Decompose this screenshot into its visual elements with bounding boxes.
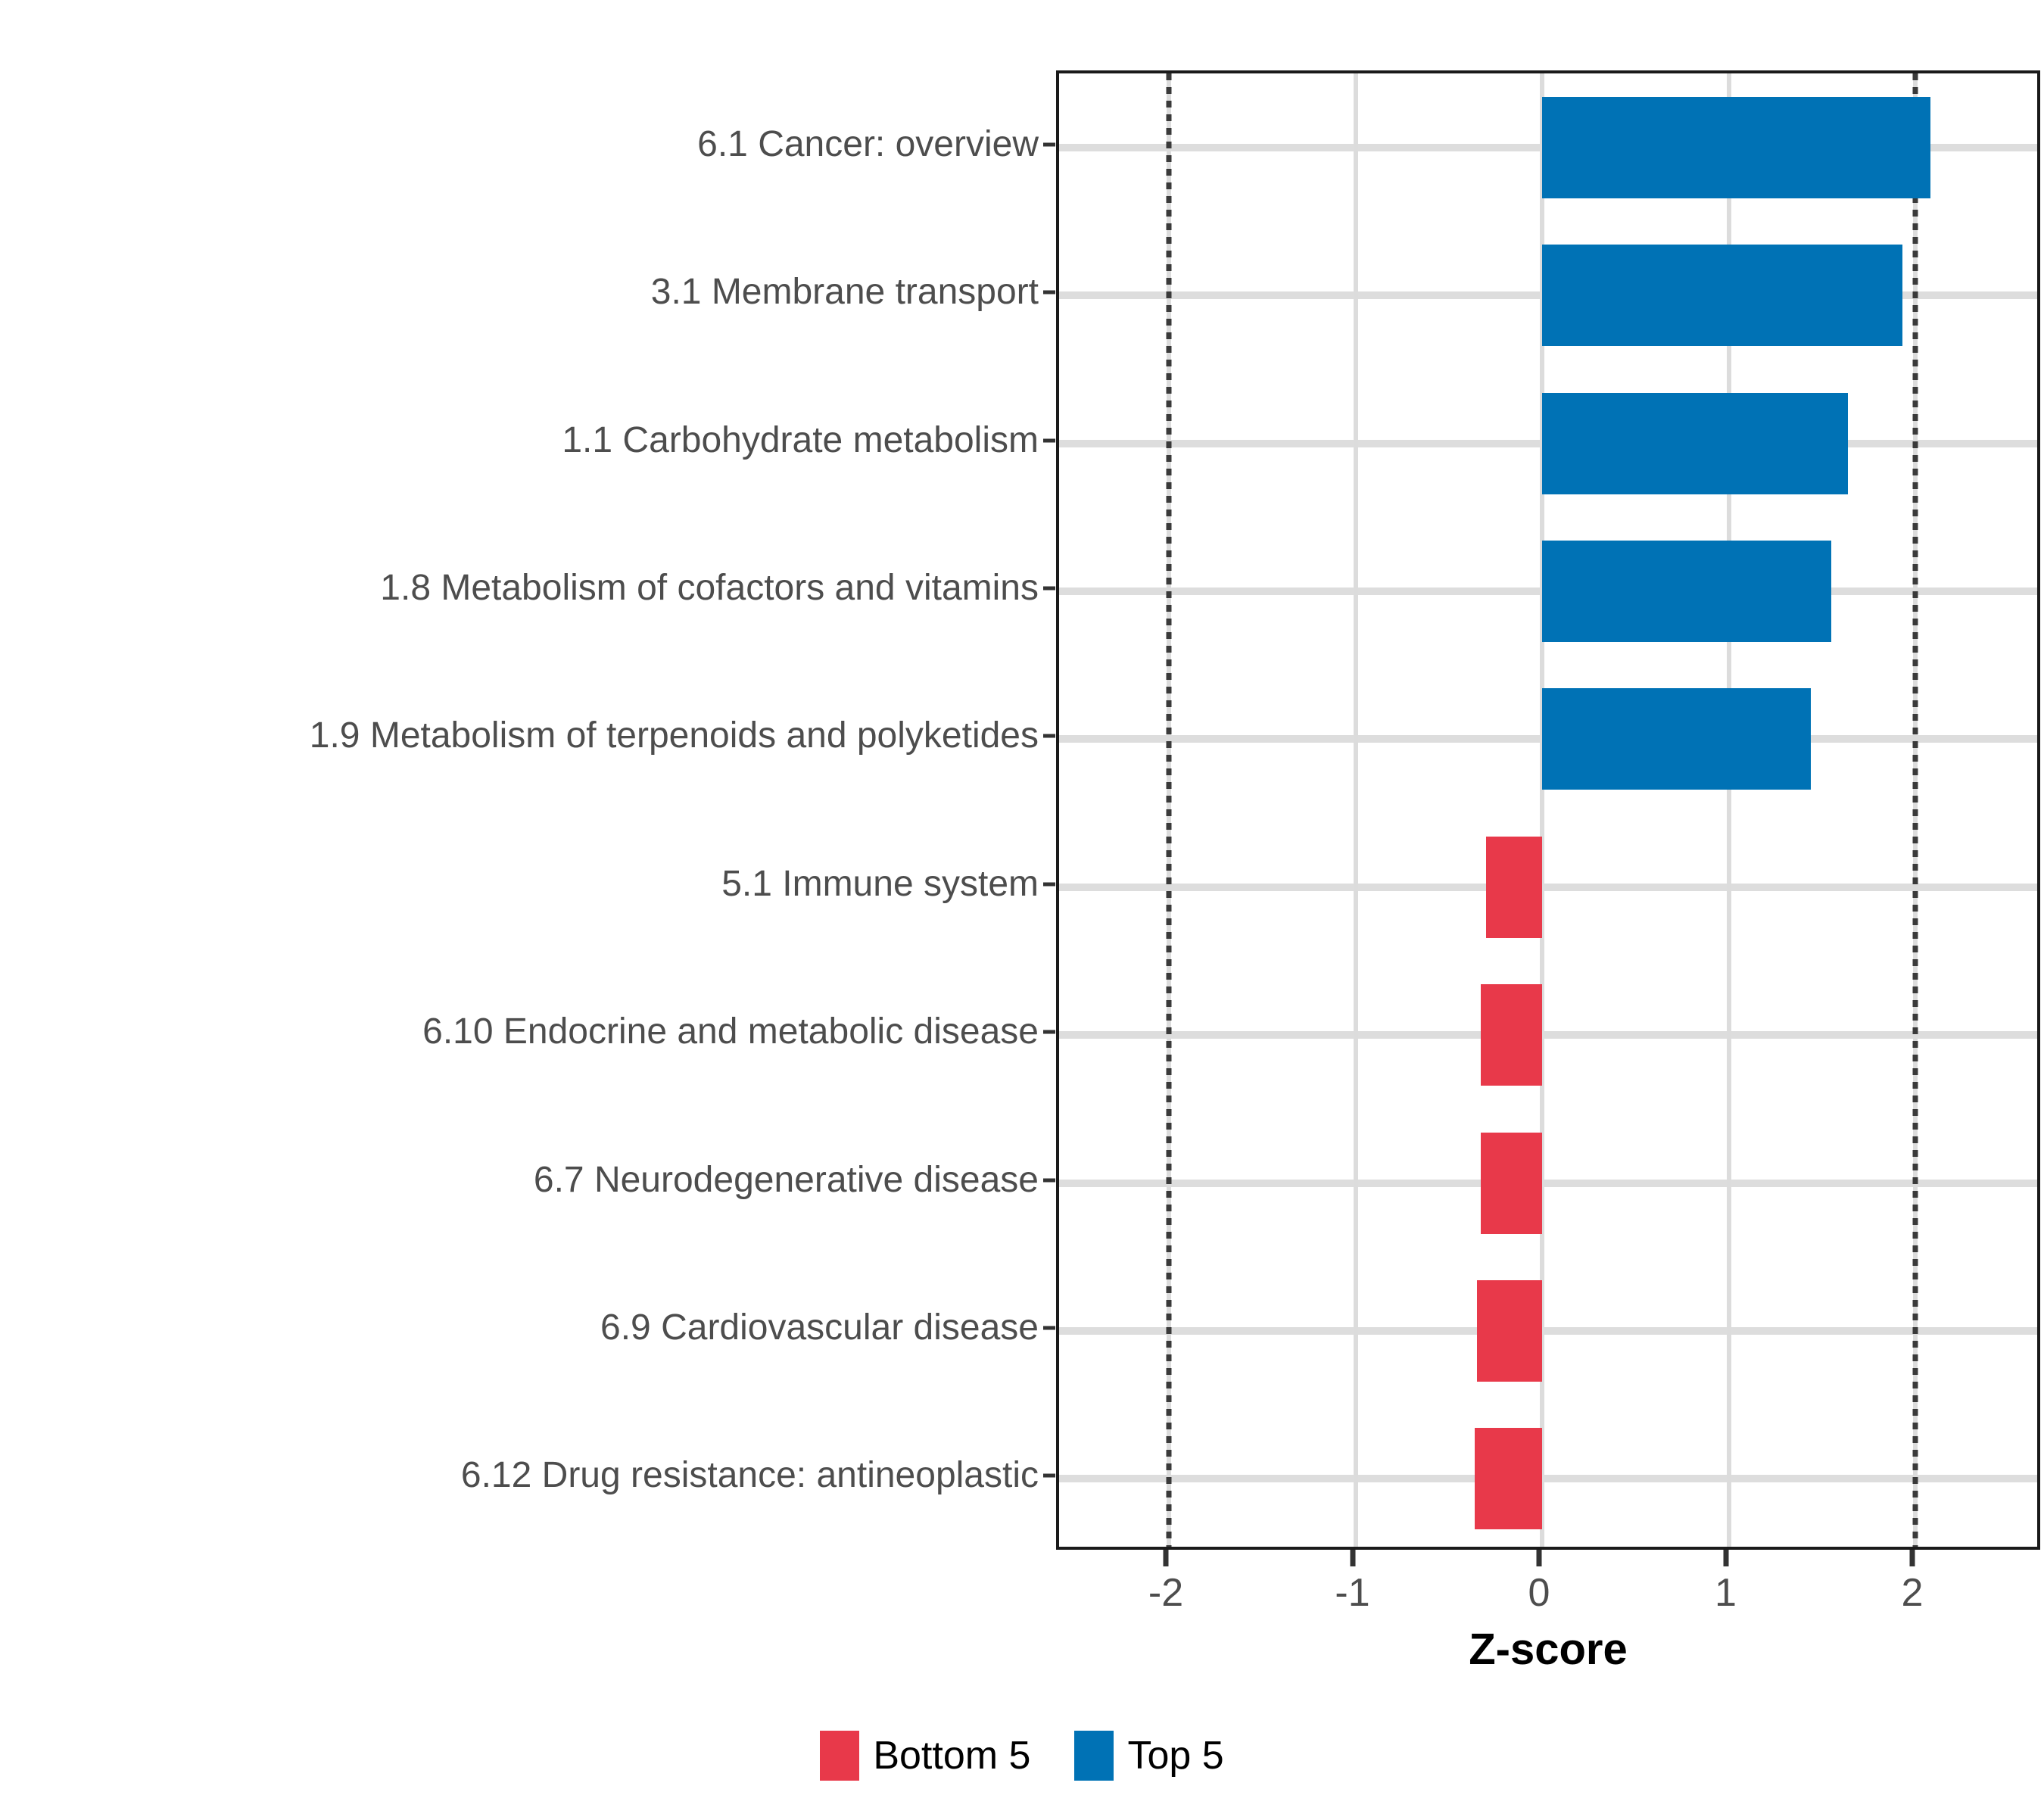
vertical-gridline bbox=[1726, 73, 1731, 1547]
y-axis-tick-mark bbox=[1043, 142, 1055, 147]
y-axis-tick-mark bbox=[1043, 1178, 1055, 1182]
x-axis-tick-mark bbox=[1536, 1550, 1542, 1566]
x-axis-tick-label: -1 bbox=[1335, 1571, 1370, 1615]
bar bbox=[1542, 392, 1849, 494]
x-axis-tick-mark bbox=[1909, 1550, 1915, 1566]
y-axis-labels: 6.1 Cancer: overview 3.1 Membrane transpo… bbox=[0, 70, 1039, 1550]
horizontal-gridline bbox=[1059, 1326, 2037, 1335]
vertical-gridline bbox=[1353, 73, 1358, 1547]
bar bbox=[1480, 1132, 1542, 1234]
threshold-reference-line bbox=[1912, 73, 1918, 1547]
x-axis-tick-label: 1 bbox=[1715, 1571, 1737, 1615]
y-axis-tick-label: 6.10 Endocrine and metabolic disease bbox=[422, 1011, 1039, 1052]
y-axis-tick-mark bbox=[1043, 290, 1055, 295]
plot-panel bbox=[1056, 70, 2040, 1550]
bar bbox=[1542, 245, 1902, 347]
horizontal-gridline bbox=[1059, 1475, 2037, 1483]
y-axis-tick-label: 1.1 Carbohydrate metabolism bbox=[562, 419, 1039, 460]
bar bbox=[1542, 540, 1832, 642]
y-axis-tick-label: 1.8 Metabolism of cofactors and vitamins bbox=[380, 567, 1039, 608]
y-axis-tick-label: 6.12 Drug resistance: antineoplastic bbox=[460, 1455, 1039, 1496]
vertical-gridline bbox=[1540, 73, 1544, 1547]
y-axis-tick-mark bbox=[1043, 438, 1055, 442]
y-axis-tick-mark bbox=[1043, 882, 1055, 887]
x-axis-title: Z-score bbox=[1469, 1625, 1628, 1674]
bar bbox=[1486, 836, 1542, 938]
legend-label: Top 5 bbox=[1127, 1734, 1224, 1778]
y-axis-tick-label: 6.7 Neurodegenerative disease bbox=[533, 1159, 1039, 1200]
legend-item: Bottom 5 bbox=[820, 1731, 1030, 1781]
x-axis-tick-mark bbox=[1723, 1550, 1728, 1566]
y-axis-tick-mark bbox=[1043, 734, 1055, 738]
y-axis-tick-label: 5.1 Immune system bbox=[721, 863, 1039, 904]
bar bbox=[1480, 984, 1542, 1086]
x-axis-tick-mark bbox=[1163, 1550, 1169, 1566]
horizontal-gridline bbox=[1059, 1031, 2037, 1039]
legend-item: Top 5 bbox=[1074, 1731, 1224, 1781]
bar bbox=[1542, 96, 1930, 198]
y-axis-tick-mark bbox=[1043, 586, 1055, 591]
x-axis-tick-mark bbox=[1350, 1550, 1355, 1566]
x-axis-tick-label: 2 bbox=[1901, 1571, 1924, 1615]
x-axis-tick-label: 0 bbox=[1528, 1571, 1550, 1615]
y-axis-tick-label: 3.1 Membrane transport bbox=[650, 272, 1039, 313]
bar bbox=[1542, 688, 1811, 790]
chart-legend: Bottom 5 Top 5 bbox=[0, 1731, 2044, 1781]
bar bbox=[1476, 1279, 1542, 1382]
y-axis-tick-label: 6.9 Cardiovascular disease bbox=[600, 1307, 1039, 1348]
y-axis-tick-mark bbox=[1043, 1326, 1055, 1330]
legend-color-swatch bbox=[820, 1731, 860, 1781]
x-axis-tick-label: -2 bbox=[1148, 1571, 1184, 1615]
horizontal-gridline bbox=[1059, 883, 2037, 891]
y-axis-tick-label: 1.9 Metabolism of terpenoids and polyket… bbox=[309, 715, 1039, 756]
y-axis-tick-mark bbox=[1043, 1030, 1055, 1034]
bar bbox=[1475, 1428, 1542, 1530]
horizontal-gridline bbox=[1059, 1179, 2037, 1187]
y-axis-tick-mark bbox=[1043, 1473, 1055, 1478]
legend-label: Bottom 5 bbox=[873, 1734, 1031, 1778]
threshold-reference-line bbox=[1166, 73, 1172, 1547]
legend-color-swatch bbox=[1074, 1731, 1114, 1781]
y-axis-tick-label: 6.1 Cancer: overview bbox=[697, 123, 1039, 164]
